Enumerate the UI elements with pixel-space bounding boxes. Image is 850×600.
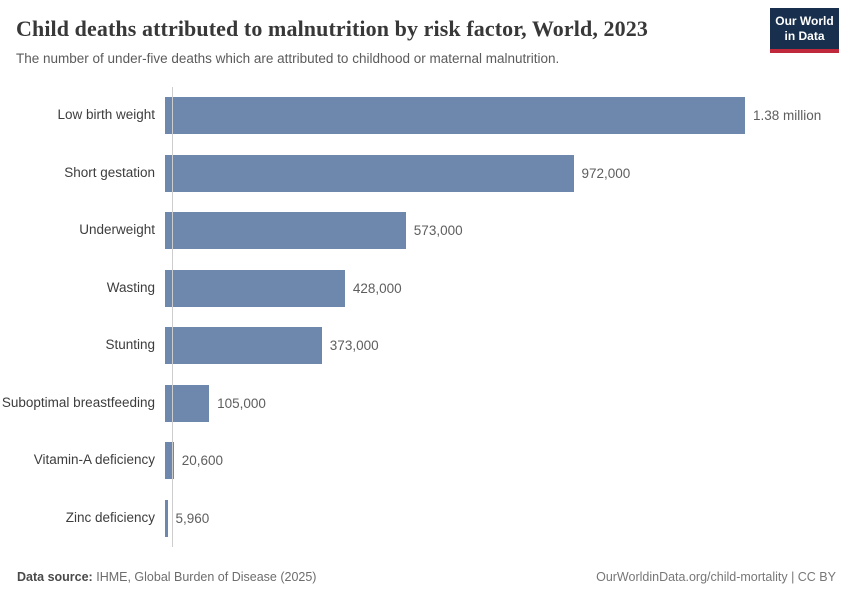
chart-row: Short gestation 972,000 [0,145,850,203]
category-label: Wasting [106,279,155,295]
bar-area: 373,000 [164,317,850,375]
category-label: Short gestation [64,164,155,180]
data-source: Data source: IHME, Global Burden of Dise… [17,570,316,584]
data-source-label: Data source: [17,570,93,584]
bar[interactable] [165,499,168,537]
value-label: 105,000 [217,395,266,411]
bar-area: 1.38 million [164,87,850,145]
category-label: Suboptimal breastfeeding [1,394,155,410]
attribution-link[interactable]: OurWorldinData.org/child-mortality | CC … [596,570,836,584]
bar-chart: Low birth weight 1.38 million Short gest… [0,87,850,548]
owid-logo-line2: in Data [784,29,825,43]
chart-row: Underweight 573,000 [0,202,850,260]
chart-row: Vitamin-A deficiency 20,600 [0,432,850,490]
chart-row: Stunting 373,000 [0,317,850,375]
data-source-value: IHME, Global Burden of Disease (2025) [96,570,317,584]
bar-area: 105,000 [164,375,850,433]
bar-area: 20,600 [164,432,850,490]
value-label: 573,000 [413,223,463,239]
category-label: Stunting [105,337,155,353]
bar-area: 573,000 [164,202,850,260]
bar[interactable] [165,269,345,307]
chart-title: Child deaths attributed to malnutrition … [16,16,648,41]
value-label: 428,000 [352,280,402,296]
bar[interactable] [165,97,745,135]
y-axis-line [172,87,173,548]
value-label: 20,600 [181,453,223,469]
value-label: 373,000 [329,338,379,354]
bar-area: 428,000 [164,260,850,318]
category-label: Zinc deficiency [65,509,155,525]
chart-row: Zinc deficiency 5,960 [0,490,850,548]
header: Child deaths attributed to malnutrition … [0,0,850,67]
value-label: 1.38 million [753,108,822,124]
chart-row: Low birth weight 1.38 million [0,87,850,145]
category-label: Low birth weight [57,107,155,123]
category-label: Vitamin-A deficiency [33,452,155,468]
bar-area: 5,960 [164,490,850,548]
chart-rows: Low birth weight 1.38 million Short gest… [0,87,850,547]
chart-subtitle: The number of under-five deaths which ar… [16,50,560,66]
category-label: Underweight [79,222,155,238]
owid-logo[interactable]: Our World in Data [770,8,839,53]
chart-row: Suboptimal breastfeeding 105,000 [0,375,850,433]
bar[interactable] [165,212,406,250]
owid-logo-line1: Our World [775,14,834,28]
bar[interactable] [165,442,174,480]
value-label: 972,000 [581,165,631,181]
bar-area: 972,000 [164,145,850,203]
bar[interactable] [165,327,322,365]
bar[interactable] [165,154,574,192]
chart-row: Wasting 428,000 [0,260,850,318]
footer: Data source: IHME, Global Burden of Dise… [17,570,836,584]
value-label: 5,960 [175,510,210,526]
